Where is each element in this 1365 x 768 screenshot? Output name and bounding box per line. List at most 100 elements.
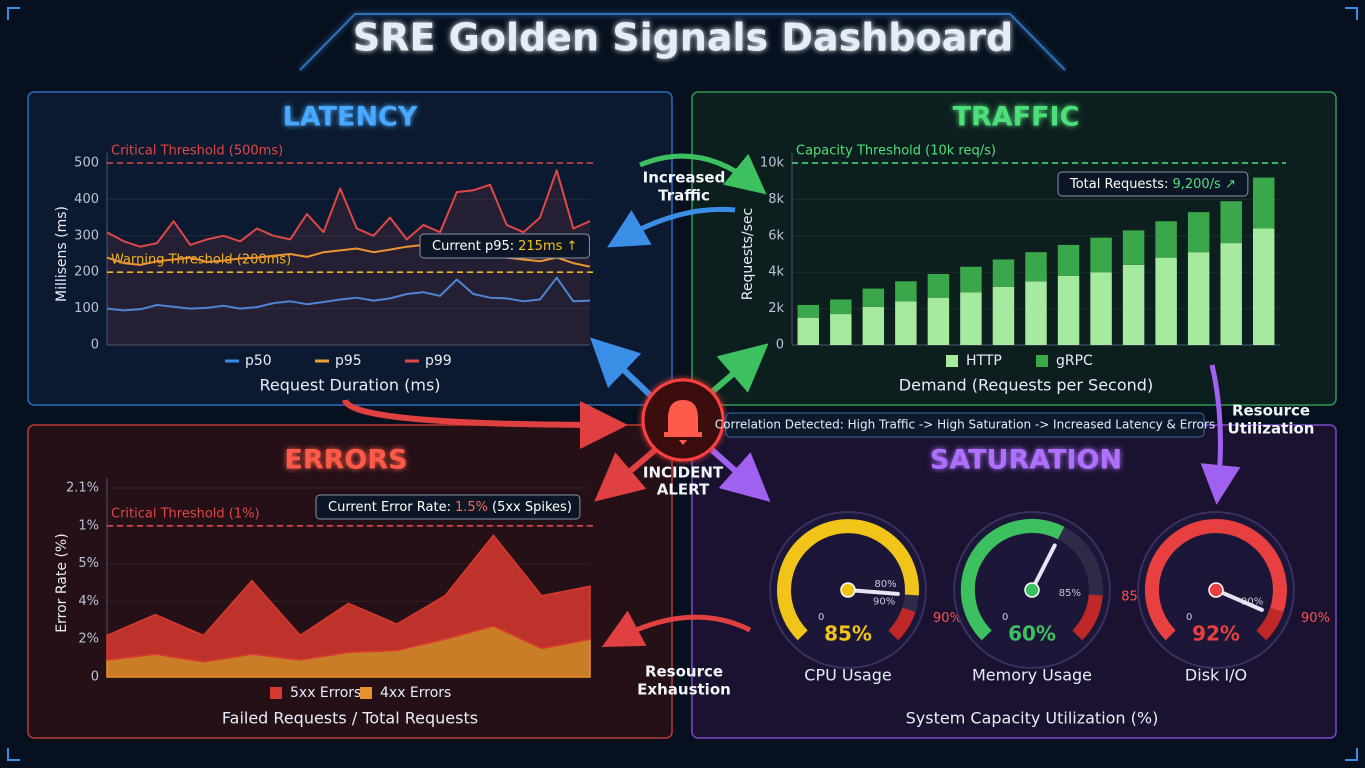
bar-segment — [895, 281, 917, 302]
bar-segment — [1090, 237, 1112, 273]
legend-label: p95 — [335, 353, 362, 369]
legend-marker — [270, 687, 282, 699]
bar-segment — [1090, 272, 1112, 345]
y-tick-label: 4k — [768, 265, 784, 280]
bar-segment — [1187, 252, 1210, 345]
gauge-value-arc — [1144, 519, 1287, 641]
x-axis-title: Request Duration (ms) — [259, 376, 440, 395]
gauge-threshold-arc — [1256, 607, 1284, 641]
gauge-threshold-arc — [888, 607, 916, 641]
flow-label: Increased — [643, 169, 726, 187]
gauge-needle — [1214, 588, 1264, 612]
flow-arrow — [710, 343, 769, 395]
threshold-label: Critical Threshold (500ms) — [111, 144, 283, 159]
area-series — [106, 534, 591, 663]
gauge-tick-label: 90% — [1241, 597, 1263, 608]
bar-segment — [960, 292, 982, 345]
y-axis-title: Requests/sec — [740, 208, 756, 300]
gauge-threshold-arc — [1072, 594, 1103, 641]
y-tick-label: 0 — [91, 338, 99, 353]
y-tick-label: 400 — [74, 192, 99, 207]
flow-arrow — [589, 337, 653, 398]
callout-value: 9,200/s ↗ — [1172, 177, 1235, 192]
legend-label: gRPC — [1056, 353, 1093, 369]
flow-arrow — [342, 398, 628, 449]
incident-label: INCIDENT — [643, 464, 724, 482]
callout-box — [419, 233, 590, 259]
gauge-name: Disk I/O — [1185, 666, 1247, 685]
flow-arrow — [639, 153, 767, 195]
gauge-tick-label: 85% — [1059, 588, 1081, 599]
y-tick-label: 0 — [776, 338, 784, 353]
bar-segment — [1220, 201, 1242, 244]
callout-box — [1057, 171, 1249, 197]
y-tick-label: 100 — [74, 301, 99, 316]
bar-segment — [992, 259, 1015, 287]
gauge-tick-label: 0 — [1186, 612, 1192, 623]
bar-segment — [1155, 221, 1177, 258]
y-tick-label: 8k — [768, 192, 784, 207]
bar-segment — [1057, 244, 1080, 276]
legend-marker — [1036, 355, 1048, 367]
y-tick-label: 2.1% — [66, 481, 99, 496]
y-tick-label: 2k — [768, 301, 784, 316]
x-axis-title: Failed Requests / Total Requests — [222, 709, 478, 728]
legend-label: p50 — [245, 353, 272, 369]
callout-text: Total Requests: 9,200/s ↗ — [1069, 177, 1236, 192]
gauge-tick-label: 90% — [873, 597, 895, 608]
panel-title: TRAFFIC — [953, 102, 1080, 133]
gauge-name: CPU Usage — [804, 666, 891, 685]
y-tick-label: 300 — [74, 228, 99, 243]
correlation-text: Correlation Detected: High Traffic -> Hi… — [715, 418, 1215, 432]
bar-segment — [797, 304, 820, 318]
bar-segment — [1252, 228, 1275, 345]
x-axis-title: Demand (Requests per Second) — [899, 376, 1153, 395]
flow-label: Resource — [1232, 402, 1310, 420]
legend-marker — [360, 687, 372, 699]
flow-arrow — [601, 610, 752, 648]
bar-segment — [895, 301, 917, 345]
panel-title: ERRORS — [284, 445, 407, 476]
line-area-shade — [107, 170, 590, 345]
bar-segment — [797, 317, 820, 345]
legend-label: p99 — [425, 353, 452, 369]
callout-text: Current Error Rate: 1.5% (5xx Spikes) — [328, 500, 572, 515]
callout-label: Current Error Rate: — [328, 500, 451, 515]
gauge-threshold-label: 90% — [933, 611, 962, 626]
correlation-box — [725, 412, 1205, 438]
bar-segment — [1220, 243, 1242, 345]
callout-value: 215ms ↑ — [518, 239, 577, 254]
y-tick-label: 2% — [78, 632, 99, 647]
y-axis-title: Millisens (ms) — [54, 206, 70, 302]
y-tick-label: 4% — [78, 594, 99, 609]
line-series — [106, 276, 591, 312]
legend-label: 4xx Errors — [380, 685, 451, 701]
panel-title: LATENCY — [283, 102, 418, 133]
gauge-needle — [1030, 543, 1057, 592]
gauge-value-label: 60% — [1008, 622, 1056, 646]
callout-box — [315, 494, 581, 520]
bar-segment — [862, 306, 885, 345]
y-tick-label: 1% — [78, 518, 99, 533]
legend-marker — [946, 355, 958, 367]
gauge-needle — [846, 588, 900, 596]
bar-segment — [830, 314, 852, 345]
gauge-tick-label: 0 — [1002, 612, 1008, 623]
flow-arrow — [594, 447, 657, 502]
flow-arrow — [710, 447, 771, 502]
bar-segment — [830, 299, 852, 315]
bar-segment — [1122, 230, 1145, 265]
callout-label: Current p95: — [432, 239, 514, 254]
y-tick-label: 10k — [760, 156, 785, 171]
flow-arrow — [1200, 364, 1241, 505]
y-tick-label: 0 — [91, 670, 99, 685]
gauge-hub — [1024, 582, 1040, 598]
gauge-tick-label: 0 — [818, 612, 824, 623]
y-tick-label: 5% — [78, 556, 99, 571]
threshold-label: Capacity Threshold (10k req/s) — [796, 144, 996, 159]
callout-text: Current p95: 215ms ↑ — [432, 239, 577, 254]
bar-segment — [1155, 257, 1177, 345]
title-frame — [299, 13, 1066, 71]
panel-title: SATURATION — [930, 445, 1122, 476]
